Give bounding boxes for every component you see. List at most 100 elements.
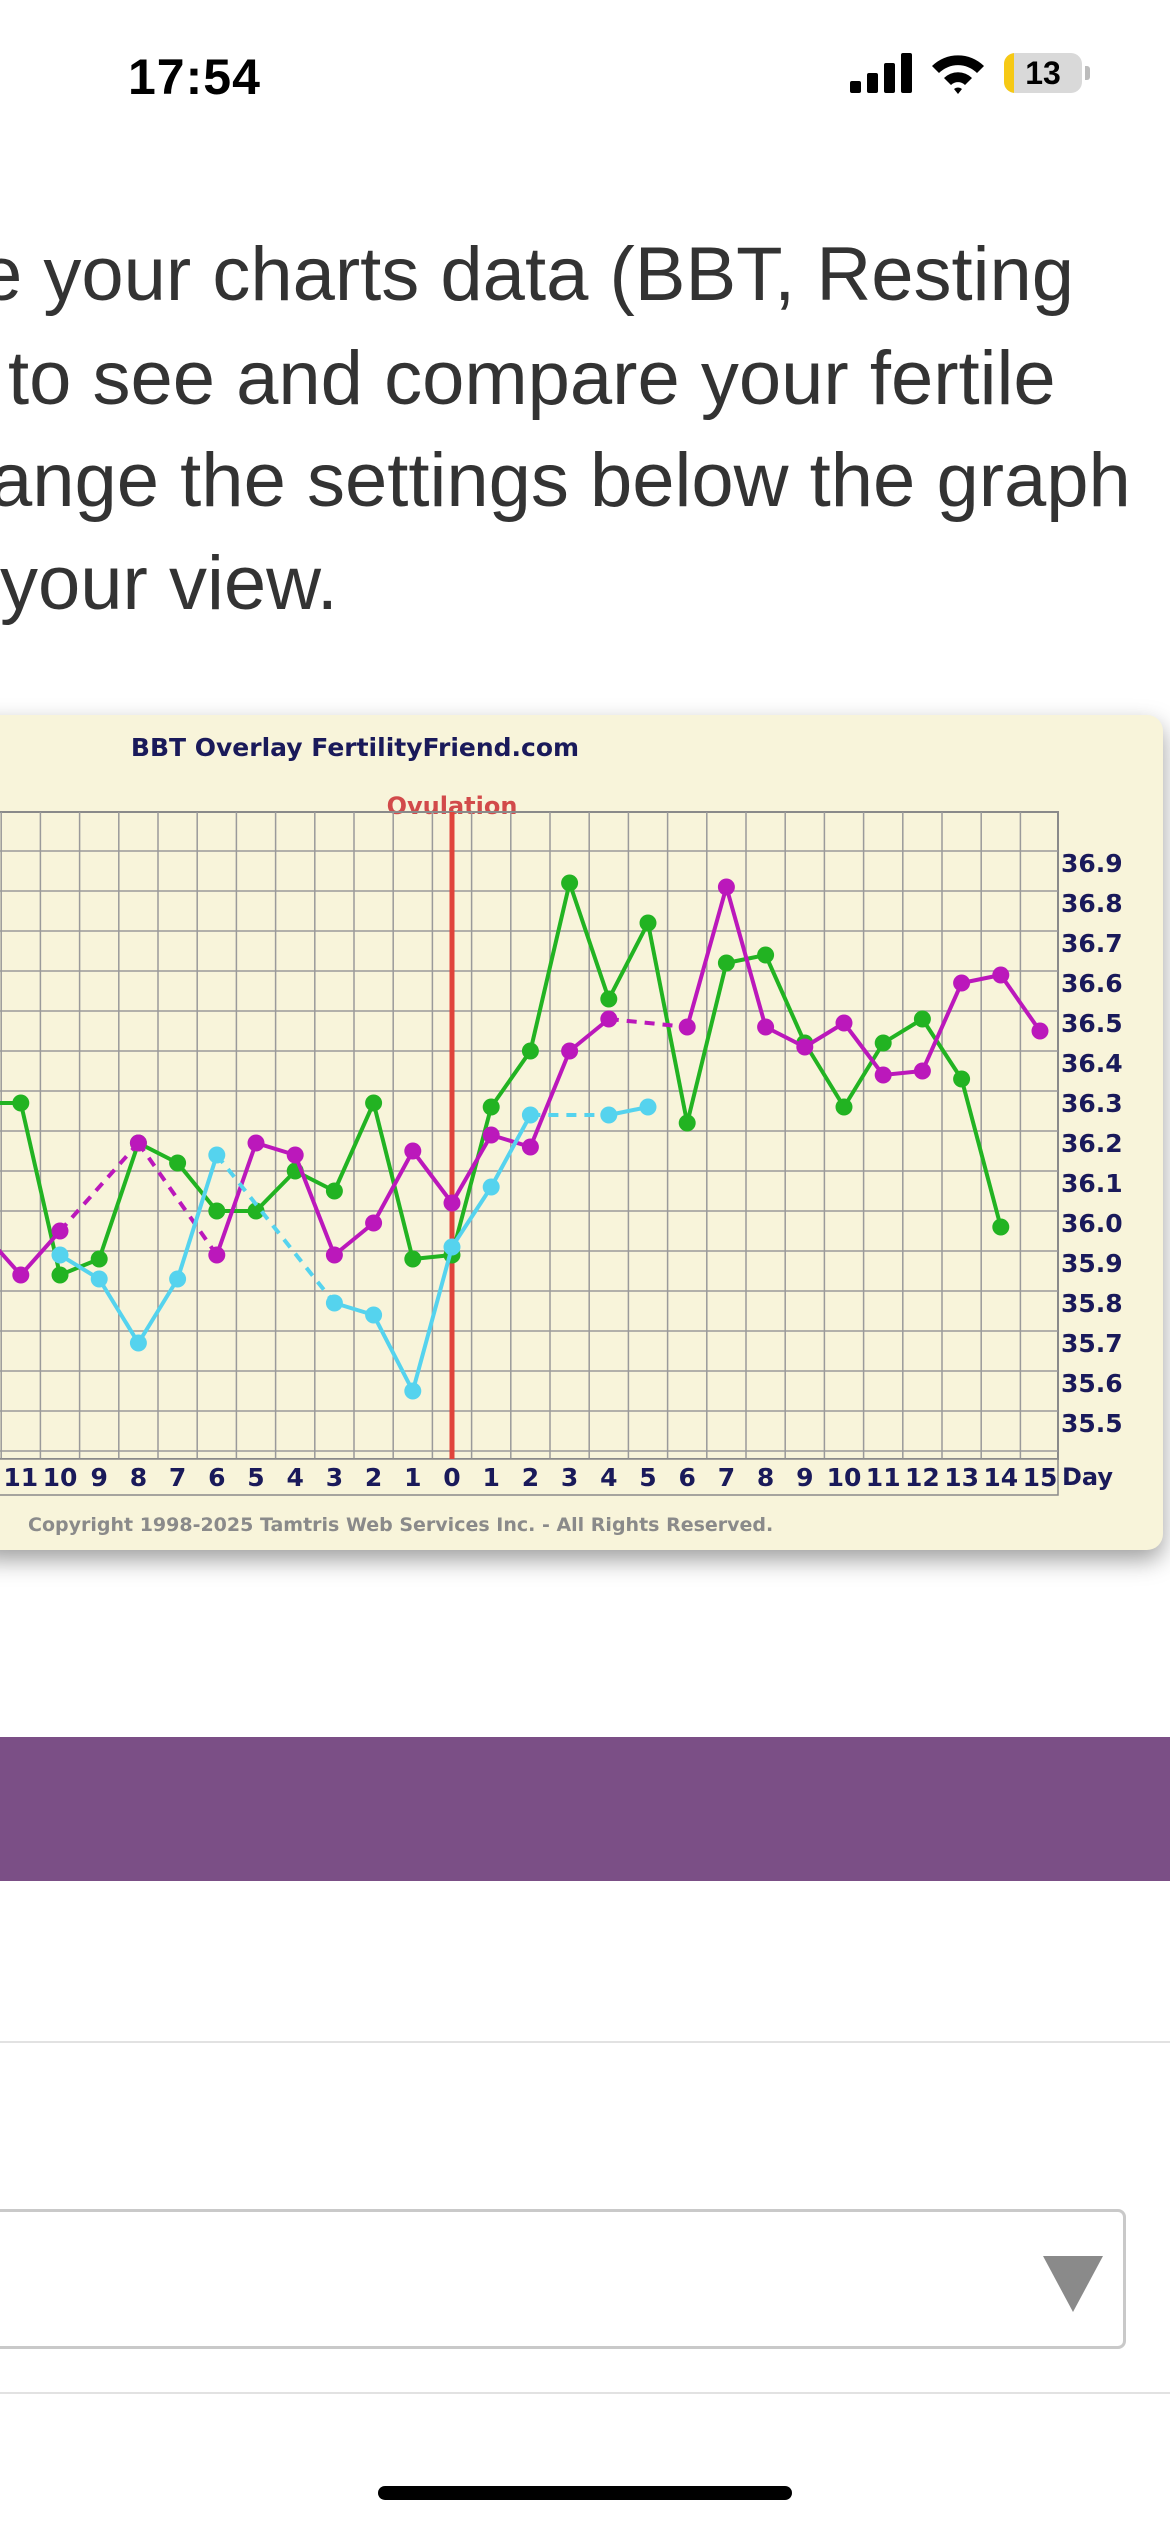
series-0-segment [176,1161,219,1213]
series-1-segment [58,1141,140,1233]
series-1-point [678,1018,696,1036]
series-1-point [1031,1022,1049,1040]
x-axis-ticks: 11 10 9 8 7 6 5 4 3 2 1 0 1 2 3 4 5 6 7 8 9 10 11 12 13 14 15 [3,1463,1057,1492]
series-0-point [757,946,775,964]
series-0-segment [959,1078,1003,1228]
y-tick-label: 36.8 [1061,889,1123,918]
settings-dropdown[interactable] [0,2209,1126,2349]
copyright-text: Copyright 1998-2025 Tamtris Web Services… [28,1514,773,1536]
series-1-point [247,1134,265,1152]
series-1-point [325,1246,343,1264]
x-tick-label: 1 [404,1463,421,1492]
x-tick-label: 1 [482,1463,499,1492]
y-tick-label: 36.2 [1061,1129,1123,1158]
y-tick-label: 36.9 [1061,849,1123,878]
x-tick-label: 9 [90,1463,107,1492]
series-0-point [90,1250,108,1268]
series-2-point [208,1146,226,1164]
series-1-point [757,1018,775,1036]
series-1-point [835,1014,853,1032]
chart-svg: BBT Overlay FertilityFriend.com Ovulatio… [0,733,1123,1536]
series-1-segment [608,1017,688,1029]
series-1-segment [19,1229,62,1277]
series-1-point [443,1194,461,1212]
x-tick-label: 6 [208,1463,225,1492]
x-tick-label: 7 [169,1463,186,1492]
x-label-strip [0,1458,1059,1496]
x-tick-label: 10 [43,1463,78,1492]
series-1-segment [136,1141,219,1257]
series-2-point [600,1106,618,1124]
x-tick-label: 15 [1023,1463,1058,1492]
series-2-segment [410,1246,454,1392]
home-indicator[interactable] [378,2486,792,2500]
series-0-segment [254,1169,297,1213]
series-2-segment [450,1185,493,1249]
series-1 [0,878,1049,1284]
y-tick-label: 36.0 [1061,1209,1123,1238]
series-0-point [639,914,657,932]
series-0-segment [489,1049,533,1109]
series-2-segment [215,1153,336,1305]
series-1-segment [842,1021,885,1077]
day-axis-label: Day [1062,1463,1113,1491]
series-0-point [835,1098,853,1116]
series-2-segment [136,1277,180,1345]
y-tick-label: 36.5 [1061,1009,1123,1038]
series-0-segment [528,882,572,1052]
y-tick-label: 35.8 [1061,1289,1123,1318]
status-time: 17:54 [128,49,261,105]
series-0-segment [842,1041,885,1109]
section-divider-bottom [0,2392,1170,2394]
series-1-point [561,1042,579,1060]
series-1-segment [528,1050,572,1148]
series-2-point [404,1382,422,1400]
x-tick-label: 11 [866,1463,901,1492]
series-0-point [717,954,735,972]
series-0-point [482,1098,500,1116]
intro-line-3: ange the settings below the graph [0,438,1131,523]
y-tick-label: 36.4 [1061,1049,1123,1078]
x-tick-label: 2 [365,1463,382,1492]
series-1-point [12,1266,30,1284]
purple-section-band [0,1737,1170,1881]
series-1-segment [371,1150,415,1224]
series-0-point [953,1070,971,1088]
x-tick-label: 10 [827,1463,862,1492]
x-tick-label: 3 [561,1463,578,1492]
series-0 [0,874,1010,1284]
intro-line-4: your view. [0,541,338,626]
series-1-point [600,1010,618,1028]
dropdown-arrow-icon[interactable] [1043,2256,1103,2312]
series-1-point [521,1138,539,1156]
y-tick-label: 35.9 [1061,1249,1123,1278]
x-tick-label: 0 [443,1463,460,1492]
series-0-segment [920,1017,964,1081]
series-0-point [874,1034,892,1052]
series-1-point [992,966,1010,984]
cellular-signal-icon [850,53,912,93]
series-0-point [169,1154,187,1172]
series-2-segment [489,1114,533,1188]
series-0-segment [803,1041,846,1109]
series-0-point [208,1202,226,1220]
x-tick-label: 14 [983,1463,1018,1492]
series-1-point [208,1246,226,1264]
series-0-point [992,1218,1010,1236]
series-0-segment [763,954,807,1044]
x-tick-label: 8 [130,1463,147,1492]
intro-line-2: to see and compare your fertile [8,336,1056,421]
series-1-point [874,1066,892,1084]
chart-grid [0,811,1059,1496]
series-0-point [404,1250,422,1268]
x-tick-label: 11 [3,1463,38,1492]
y-tick-label: 35.7 [1061,1329,1123,1358]
y-tick-label: 36.3 [1061,1089,1123,1118]
y-tick-label: 35.6 [1061,1369,1123,1398]
series-1-segment [999,973,1042,1033]
series-0-point [600,990,618,1008]
x-tick-label: 3 [326,1463,343,1492]
series-2-point [443,1238,461,1256]
series-1-segment [685,886,729,1028]
series-2-point [521,1106,539,1124]
